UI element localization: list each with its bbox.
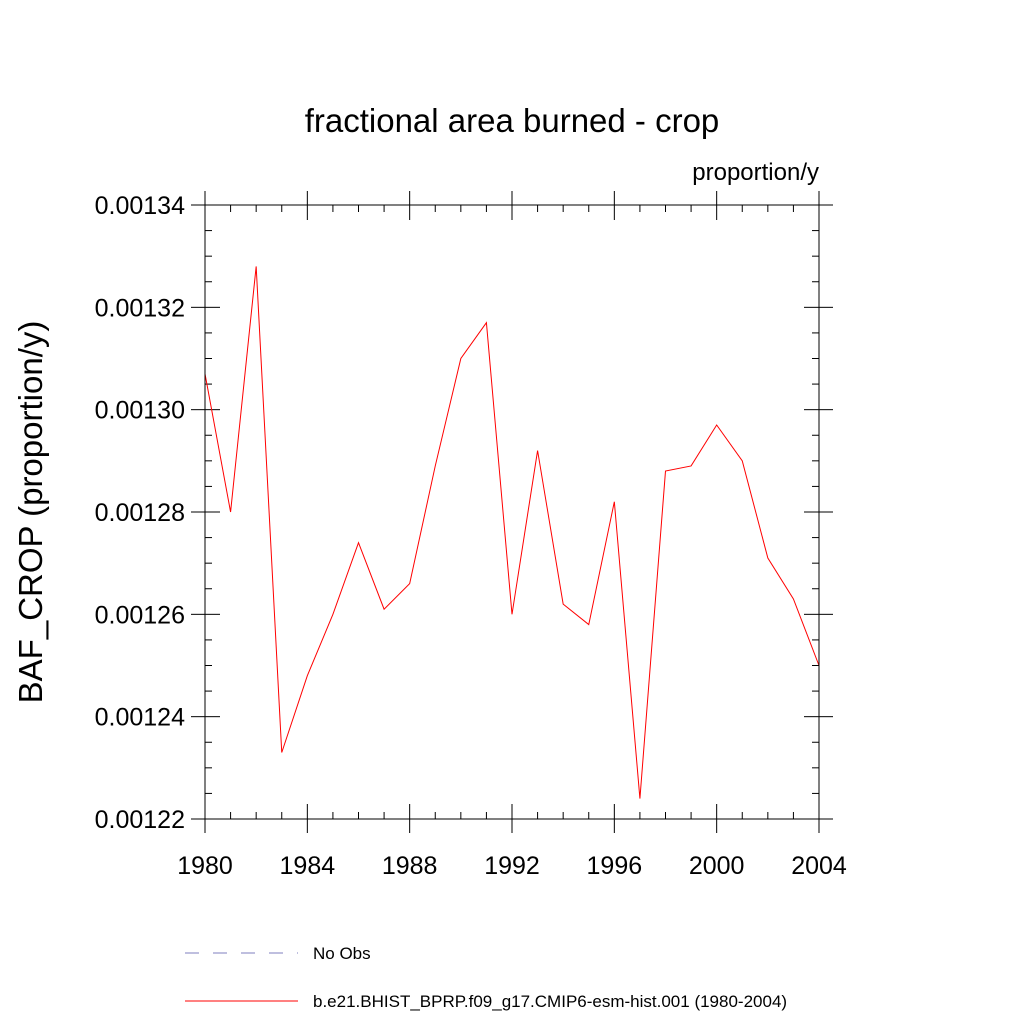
x-tick-labels: 1980 1984 1988 1992 1996 2000 2004 xyxy=(177,852,847,880)
x-tick-label: 1996 xyxy=(587,852,643,880)
y-tick-label: 0.00132 xyxy=(95,294,185,322)
legend-label-model-run: b.e21.BHIST_BPRP.f09_g17.CMIP6-esm-hist.… xyxy=(313,992,787,1011)
x-tick-label: 1980 xyxy=(177,852,233,880)
x-tick-label: 1988 xyxy=(382,852,438,880)
y-tick-label: 0.00134 xyxy=(95,192,185,220)
units-label: proportion/y xyxy=(692,159,819,186)
y-axis-label: BAF_CROP (proportion/y) xyxy=(12,321,49,704)
series-lines xyxy=(204,266,820,799)
series-line-0 xyxy=(204,266,820,799)
x-tick-label: 2004 xyxy=(791,852,847,880)
y-tick-label: 0.00128 xyxy=(95,499,185,527)
y-tick-label: 0.00122 xyxy=(95,806,185,834)
y-tick-label: 0.00124 xyxy=(95,704,185,732)
y-tick-label: 0.00126 xyxy=(95,601,185,629)
x-tick-label: 2000 xyxy=(689,852,745,880)
plot-frame xyxy=(204,204,820,820)
legend-label-no-obs: No Obs xyxy=(313,944,371,963)
x-tick-label: 1992 xyxy=(484,852,540,880)
y-tick-labels: 0.00122 0.00124 0.00126 0.00128 0.00130 0.001… xyxy=(95,192,185,834)
x-tick-label: 1984 xyxy=(280,852,336,880)
chart-title: fractional area burned - crop xyxy=(305,102,720,139)
y-tick-label: 0.00130 xyxy=(95,397,185,425)
legend: No Obs b.e21.BHIST_BPRP.f09_g17.CMIP6-es… xyxy=(185,944,787,1011)
